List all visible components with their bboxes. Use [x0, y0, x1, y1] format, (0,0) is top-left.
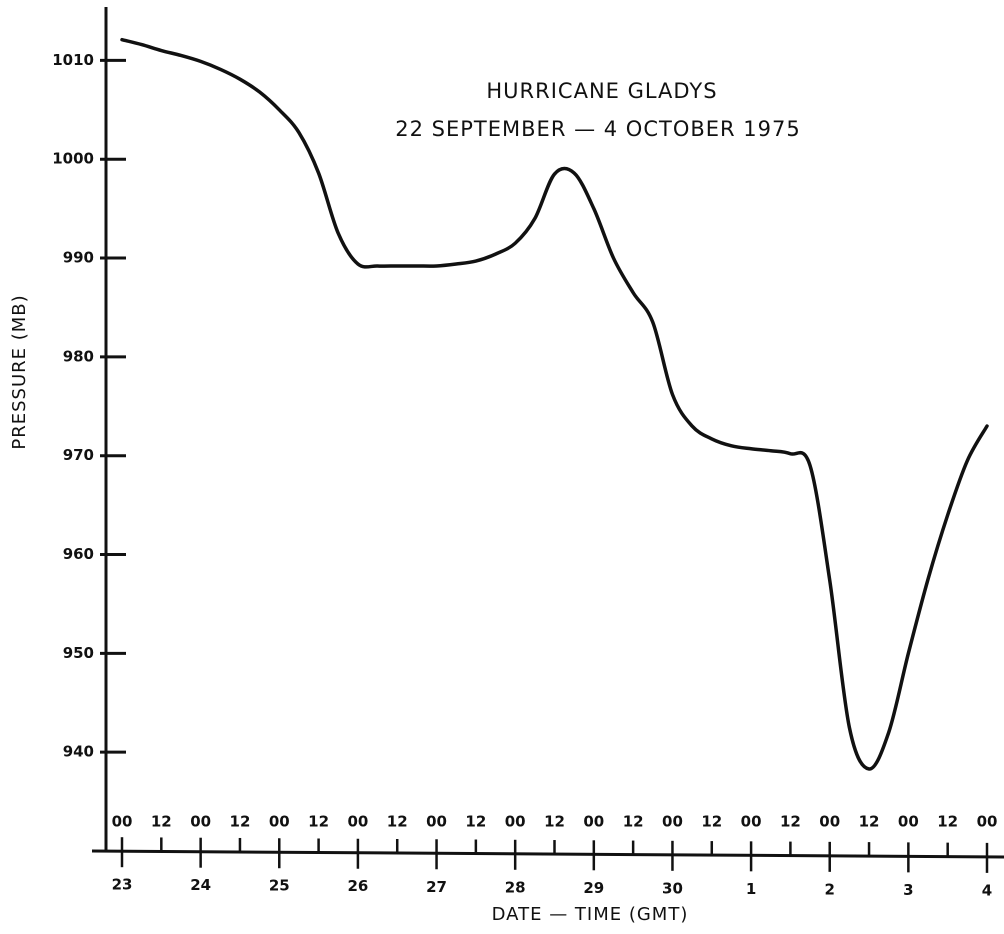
y-tick-label: 940	[63, 743, 94, 761]
x-day-label: 23	[112, 876, 133, 894]
y-axis-title: PRESSURE (MB)	[9, 294, 30, 449]
y-tick-label: 1000	[52, 150, 94, 168]
y-tick-label: 970	[63, 446, 94, 464]
x-day-label: 29	[583, 879, 604, 897]
x-time-label: 12	[151, 813, 172, 831]
x-time-label: 00	[190, 813, 211, 831]
x-day-label: 4	[982, 881, 992, 899]
y-tick-label: 950	[63, 644, 94, 662]
x-time-label: 12	[230, 813, 251, 831]
y-tick-label: 990	[63, 249, 94, 267]
y-tick-label: 960	[63, 545, 94, 563]
x-day-label: 27	[426, 878, 447, 896]
x-time-label: 00	[347, 813, 368, 831]
x-day-label: 25	[269, 877, 290, 895]
x-time-label: 12	[544, 813, 565, 831]
x-time-label: 00	[819, 813, 840, 831]
x-time-label: 12	[623, 813, 644, 831]
y-tick-label: 980	[63, 347, 94, 365]
x-day-label: 28	[505, 878, 526, 896]
x-time-label: 00	[112, 813, 133, 831]
x-time-label: 12	[465, 813, 486, 831]
x-day-label: 1	[746, 880, 756, 898]
x-time-label: 00	[426, 813, 447, 831]
x-time-label: 00	[662, 813, 683, 831]
pressure-line	[120, 37, 989, 771]
x-day-label: 26	[347, 877, 368, 895]
x-time-label: 00	[898, 813, 919, 831]
chart-title: HURRICANE GLADYS	[486, 79, 717, 103]
x-time-label: 12	[387, 813, 408, 831]
y-tick-label: 1010	[52, 51, 94, 69]
x-day-label: 24	[190, 876, 211, 894]
x-axis-title: DATE — TIME (GMT)	[492, 904, 689, 925]
chart-subtitle: 22 SEPTEMBER — 4 OCTOBER 1975	[395, 117, 800, 141]
x-day-label: 2	[825, 880, 835, 898]
x-day-label: 30	[662, 879, 683, 897]
x-time-label: 12	[937, 813, 958, 831]
x-time-label: 00	[269, 813, 290, 831]
x-day-label: 3	[903, 881, 913, 899]
x-time-label: 00	[583, 813, 604, 831]
x-axis	[91, 849, 1004, 859]
x-time-label: 00	[505, 813, 526, 831]
x-time-label: 12	[308, 813, 329, 831]
x-time-label: 12	[701, 813, 722, 831]
x-time-label: 12	[780, 813, 801, 831]
x-time-label: 00	[977, 813, 998, 831]
x-time-label: 12	[859, 813, 880, 831]
x-time-label: 00	[741, 813, 762, 831]
